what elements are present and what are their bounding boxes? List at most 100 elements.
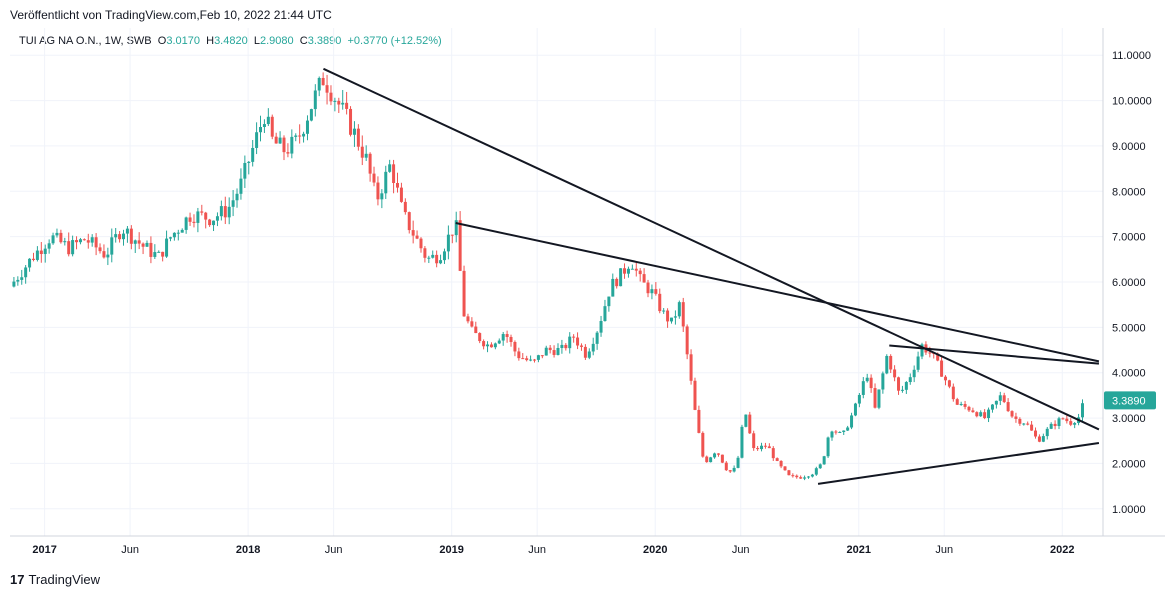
candle-body [611, 278, 615, 297]
candle-body [368, 153, 372, 174]
candle-body [826, 437, 830, 457]
tradingview-brand[interactable]: 17 TradingView [10, 572, 100, 587]
candle-body [658, 293, 662, 312]
candle-body [497, 340, 501, 344]
candle-body [482, 341, 486, 347]
time-axis[interactable]: 2017 Jun 2018 Jun 2019 Jun 2020 Jun 2021 Jun 2022 [10, 535, 1165, 556]
candle-body [1080, 403, 1084, 418]
candle-body [454, 220, 458, 236]
candle-body [255, 132, 259, 148]
low-value: 2.9080 [259, 35, 294, 47]
candle-body [137, 240, 141, 244]
candle-body [669, 317, 673, 322]
candle-body [446, 234, 450, 252]
time-tick-label: 2022 [1050, 544, 1074, 556]
candle-body [803, 477, 807, 479]
candle-body [419, 238, 423, 249]
candle-body [1034, 430, 1038, 437]
candle-body [392, 164, 396, 183]
brand-text: TradingView [28, 572, 101, 587]
candle-body [971, 410, 975, 413]
candle-body [771, 448, 775, 459]
candle-body [161, 251, 165, 257]
candle-body [626, 268, 630, 274]
candle-body [975, 412, 979, 417]
open-value: 3.0170 [166, 35, 200, 47]
candle-body [1053, 423, 1057, 427]
candle-body [325, 85, 329, 93]
price-axis[interactable]: 1.0000 2.0000 3.0000 4.0000 5.0000 6.0000 7.00… [1102, 28, 1152, 536]
candle-body [517, 351, 521, 359]
candle-body [435, 254, 439, 264]
candle-body [266, 116, 270, 125]
candle-body [305, 120, 309, 134]
candle-body [736, 457, 740, 468]
candle-body [599, 321, 603, 333]
candle-body [352, 128, 356, 135]
candle-body [380, 193, 384, 200]
candle-body [677, 302, 681, 317]
candle-body [693, 380, 697, 410]
candle-body [533, 359, 537, 361]
candle-body [388, 164, 392, 172]
candle-body [889, 355, 893, 370]
candle-body [1041, 436, 1045, 442]
price-tick-label: 5.0000 [1112, 322, 1146, 334]
candle-body [341, 102, 345, 105]
candle-body [188, 217, 192, 222]
candle-body [114, 234, 118, 238]
candle-body [219, 206, 223, 217]
candle-body [133, 240, 137, 244]
candle-body [943, 376, 947, 381]
candle-body [583, 346, 587, 358]
candle-body [176, 232, 180, 234]
candle-body [153, 252, 157, 257]
candle-body [740, 426, 744, 458]
candle-body [415, 235, 419, 239]
candle-body [529, 359, 533, 361]
candle-body [141, 243, 145, 247]
candle-body [834, 431, 838, 433]
candle-body [333, 100, 337, 102]
candle-body [1014, 416, 1018, 419]
candle-body [623, 268, 627, 274]
candle-body [274, 136, 278, 144]
candle-body [568, 336, 572, 349]
candle-body [791, 475, 795, 477]
trendline [323, 67, 1100, 431]
candle-body [987, 409, 991, 419]
time-tick-label: Jun [732, 544, 750, 556]
candle-body [243, 162, 247, 179]
candle-body [298, 135, 302, 137]
grid-lines [10, 28, 1103, 536]
candle-body [278, 137, 282, 144]
change-value: +0.3770 (+12.52%) [347, 35, 442, 47]
candle-body [560, 344, 564, 348]
candle-body [180, 229, 184, 233]
candle-body [748, 414, 752, 434]
candle-body [349, 108, 353, 135]
candle-body [607, 296, 611, 307]
candle-body [204, 212, 208, 220]
candle-body [552, 350, 556, 355]
candle-body [654, 289, 658, 294]
candle-body [912, 369, 916, 378]
candle-body [1026, 423, 1030, 425]
candle-body [489, 344, 493, 348]
candle-body [818, 464, 822, 469]
high-label: H [206, 35, 215, 47]
candle-body [129, 228, 133, 244]
candle-body [724, 462, 728, 471]
candle-body [360, 146, 364, 158]
last-price-badge-bg [1104, 391, 1156, 410]
candle-body [474, 326, 478, 334]
candle-body [904, 382, 908, 390]
candle-body [947, 380, 951, 387]
candle-body [1018, 418, 1022, 424]
candle-body [650, 289, 654, 294]
candle-body [345, 102, 349, 109]
candle-body [920, 344, 924, 357]
candle-body [850, 415, 854, 428]
